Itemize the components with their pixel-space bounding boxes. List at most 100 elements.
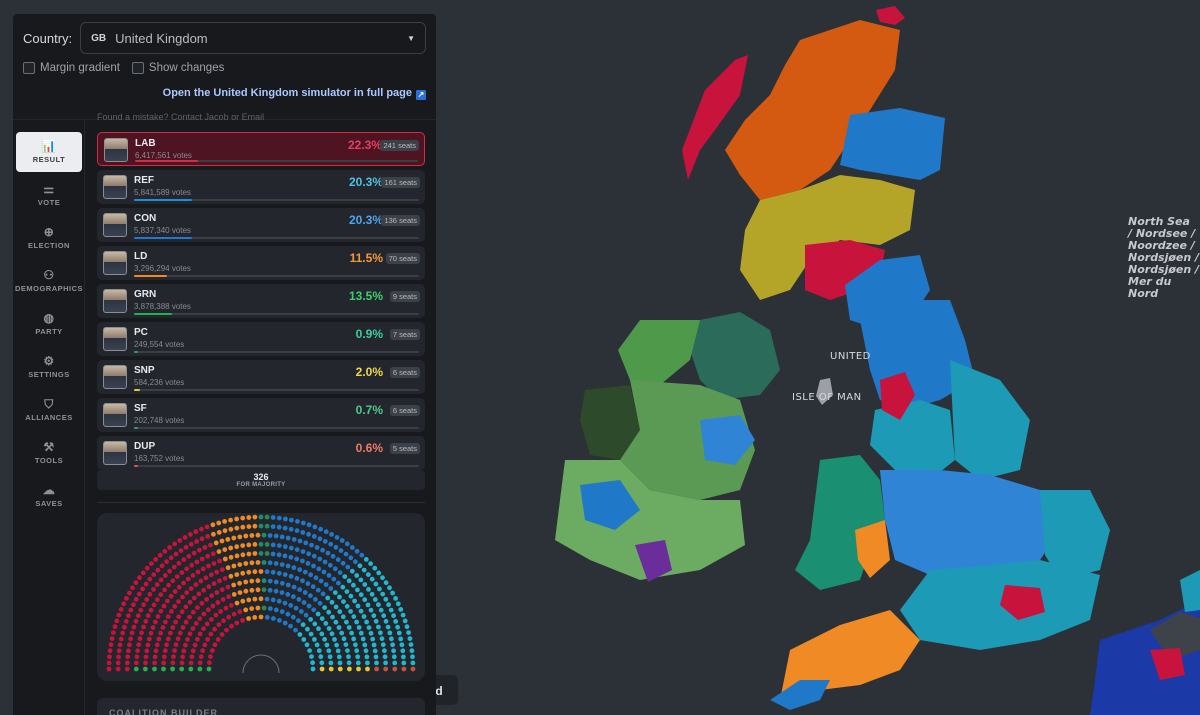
party-seats-badge: 6 seats <box>389 367 420 378</box>
region-east-anglia[interactable] <box>1040 490 1110 580</box>
nav-saves[interactable]: ☁ SAVES <box>16 476 82 516</box>
seat-dot <box>400 612 406 618</box>
nav-tools[interactable]: ⚒ TOOLS <box>16 433 82 473</box>
party-row-con[interactable]: CON 5,837,340 votes 20.3% 136 seats <box>97 208 425 242</box>
nav-election[interactable]: ⊕ ELECTION <box>16 218 82 258</box>
party-abbr: LAB <box>135 138 156 149</box>
region-ireland-west[interactable] <box>580 385 640 460</box>
country-label: Country: <box>23 30 73 46</box>
region-ireland-southwest[interactable] <box>580 480 640 530</box>
seat-dot <box>183 544 189 550</box>
nav-settings[interactable]: ⚙ SETTINGS <box>16 347 82 387</box>
seat-dot <box>162 648 168 654</box>
region-western-isles[interactable] <box>682 55 748 180</box>
seat-dot <box>162 587 167 593</box>
region-south-west[interactable] <box>780 610 920 700</box>
nav-result[interactable]: 📊 RESULT <box>16 132 82 172</box>
seat-dot <box>121 601 127 607</box>
party-row-lab[interactable]: LAB 6,417,561 votes 22.3% 241 seats <box>97 132 425 166</box>
party-row-grn[interactable]: GRN 3,878,388 votes 13.5% 9 seats <box>97 284 425 318</box>
seat-dot <box>210 551 216 557</box>
region-wales-south[interactable] <box>855 520 890 578</box>
seat-dot <box>168 630 173 636</box>
seat-dot <box>140 586 145 592</box>
region-ireland-dublin[interactable] <box>700 415 755 465</box>
seat-dot <box>258 541 264 547</box>
region-europe-grey[interactable] <box>1150 612 1200 660</box>
seat-dot <box>255 560 261 565</box>
panel-header: Country: GB United Kingdom ▼ Margin grad… <box>13 14 436 120</box>
region-yorkshire[interactable] <box>950 360 1030 480</box>
seat-dot <box>313 597 318 602</box>
vote-share-fill <box>134 389 140 391</box>
seat-dot <box>210 522 216 528</box>
party-row-ld[interactable]: LD 3,296,294 votes 11.5% 70 seats <box>97 246 425 280</box>
seat-dot <box>133 580 139 586</box>
seat-dot <box>306 551 312 557</box>
seat-dot <box>326 609 332 615</box>
seat-dot <box>303 612 309 618</box>
seat-dot <box>382 648 387 654</box>
party-row-pc[interactable]: PC 249,554 votes 0.9% 7 seats <box>97 322 425 356</box>
seat-dot <box>193 621 199 626</box>
region-scotland-highlands[interactable] <box>725 20 900 200</box>
party-row-sf[interactable]: SF 202,748 votes 0.7% 6 seats <box>97 398 425 432</box>
seat-dot <box>336 580 341 586</box>
region-isle-of-man[interactable] <box>816 378 833 405</box>
seat-dot <box>140 570 146 576</box>
seat-dot <box>128 607 134 613</box>
party-row-ref[interactable]: REF 5,841,589 votes 20.3% 161 seats <box>97 170 425 204</box>
region-ireland-cork[interactable] <box>635 540 672 582</box>
nav-vote[interactable]: ⚌ VOTE <box>16 175 82 215</box>
seat-dot <box>154 597 160 603</box>
seat-dot <box>400 648 406 654</box>
region-lancashire[interactable] <box>870 400 955 480</box>
country-select[interactable]: GB United Kingdom ▼ <box>80 22 426 54</box>
seat-dot <box>134 654 140 660</box>
nav-label: SETTINGS <box>28 370 70 379</box>
show-changes-checkbox[interactable]: Show changes <box>131 62 224 74</box>
coalition-builder[interactable]: COALITION BUILDER <box>97 698 425 715</box>
seat-dot <box>264 615 270 620</box>
seat-dot <box>190 573 196 578</box>
nav-alliances[interactable]: ⛉ ALLIANCES <box>16 390 82 430</box>
seat-dot <box>355 603 361 609</box>
region-midlands[interactable] <box>880 470 1060 575</box>
seat-dot <box>297 538 303 544</box>
seat-dot <box>252 596 258 602</box>
seat-dot <box>109 636 115 641</box>
region-scotland-central[interactable] <box>740 175 915 300</box>
fullpage-link[interactable]: Open the United Kingdom simulator in ful… <box>23 87 426 100</box>
region-netherlands[interactable] <box>1180 570 1200 612</box>
party-row-dup[interactable]: DUP 163,752 votes 0.6% 5 seats <box>97 436 425 470</box>
region-northern-isles[interactable] <box>876 6 905 25</box>
fullpage-link-text[interactable]: Open the United Kingdom simulator in ful… <box>162 87 412 99</box>
seat-dot <box>228 517 234 523</box>
region-cornwall[interactable] <box>770 680 830 710</box>
seat-dot <box>226 594 232 600</box>
region-ireland-north[interactable] <box>618 320 700 385</box>
seat-dot <box>216 530 222 535</box>
checkbox-icon[interactable] <box>131 62 144 74</box>
seat-dot <box>396 630 402 636</box>
seat-dot <box>371 642 377 648</box>
region-northwest-lab[interactable] <box>880 372 915 420</box>
party-row-snp[interactable]: SNP 584,236 votes 2.0% 6 seats <box>97 360 425 394</box>
region-europe-red[interactable] <box>1150 648 1185 680</box>
seat-dot <box>141 602 146 608</box>
nav-demographics[interactable]: ⚇ DEMOGRAPHICS <box>15 261 83 301</box>
sea-label-line: Nordsjøen / <box>1128 263 1200 276</box>
region-london[interactable] <box>1000 585 1045 620</box>
seat-dot <box>202 642 208 648</box>
checkbox-icon[interactable] <box>23 62 35 74</box>
region-scotland-northeast[interactable] <box>840 108 945 180</box>
region-northern-ireland[interactable] <box>690 312 780 400</box>
margin-gradient-checkbox[interactable]: Margin gradient <box>23 62 120 74</box>
seat-dot <box>294 547 300 552</box>
region-ireland-midlands[interactable] <box>620 380 755 500</box>
majority-number: 326 <box>253 472 269 482</box>
nav-party[interactable]: ◍ PARTY <box>16 304 82 344</box>
external-link-icon[interactable]: ↗ <box>416 90 426 100</box>
